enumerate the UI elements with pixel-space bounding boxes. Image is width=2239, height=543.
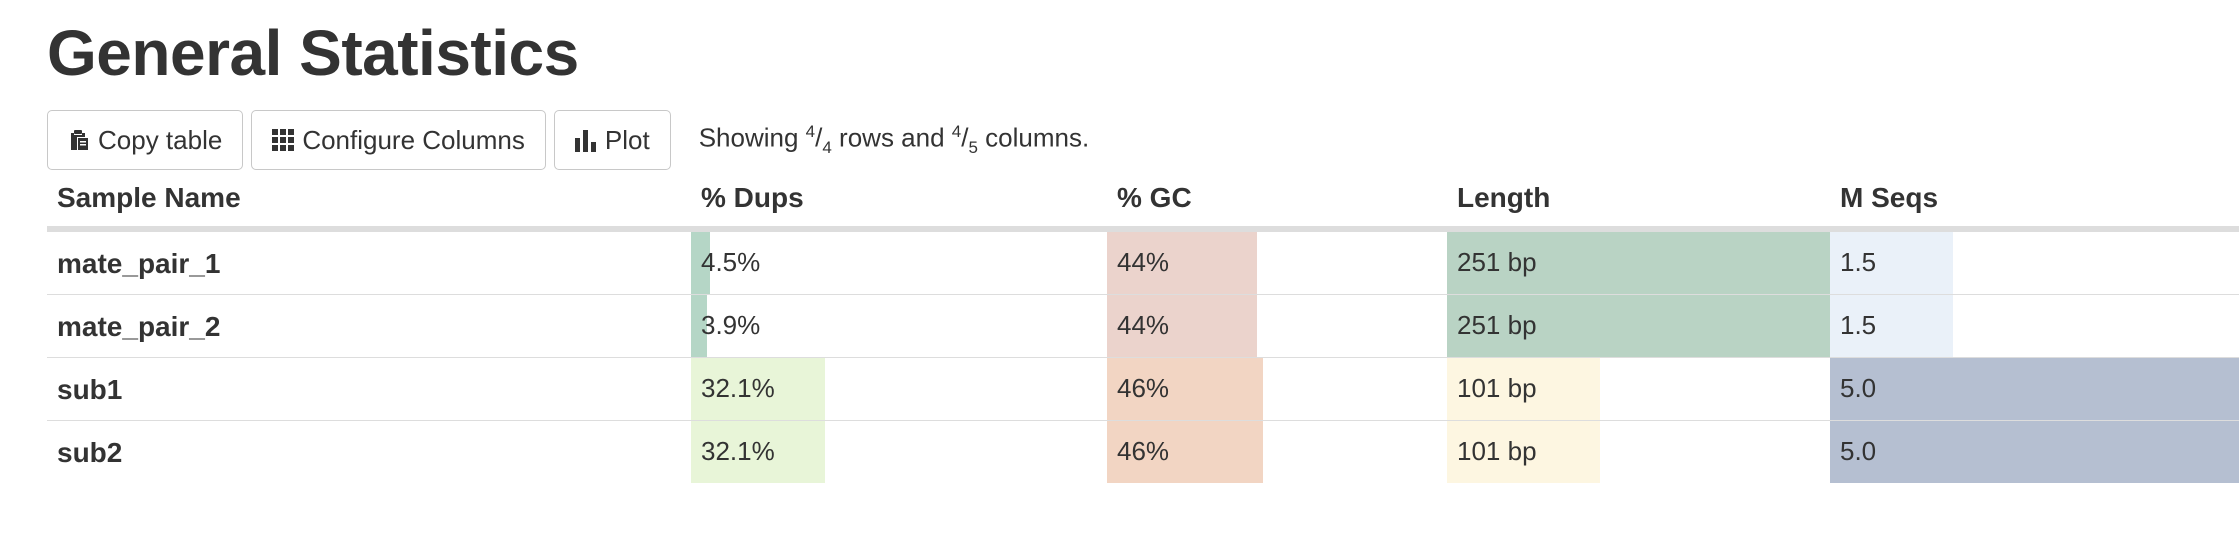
gc-bar xyxy=(1107,421,1264,483)
length-bar xyxy=(1447,358,1601,420)
table-row: mate_pair_1 4.5% 44% 251 bp 1.5 xyxy=(47,232,2239,295)
header-length[interactable]: Length xyxy=(1457,182,1551,213)
sample-name-cell: sub1 xyxy=(57,374,123,405)
rows-total: 4 xyxy=(822,137,832,157)
copy-table-label: Copy table xyxy=(98,124,223,155)
header-mseqs[interactable]: M Seqs xyxy=(1840,182,1939,213)
length-bar xyxy=(1447,295,1830,357)
page-title: General Statistics xyxy=(47,17,579,89)
general-stats-table: Sample Name % Dups % GC Length M Seqs ma… xyxy=(47,174,2239,483)
gc-bar xyxy=(1107,295,1257,357)
sample-name-cell: mate_pair_1 xyxy=(57,248,221,279)
bar-chart-icon xyxy=(574,130,596,152)
dups-cell: 3.9% xyxy=(691,295,1107,357)
length-cell: 101 bp xyxy=(1447,358,1830,420)
rows-shown: 4 xyxy=(805,122,816,142)
configure-columns-button[interactable]: Configure Columns xyxy=(251,110,546,170)
sample-name-cell: mate_pair_2 xyxy=(57,311,221,342)
header-sample-name[interactable]: Sample Name xyxy=(57,182,241,213)
plot-button[interactable]: Plot xyxy=(553,110,671,170)
cols-shown: 4 xyxy=(951,122,962,142)
mseqs-cell: 5.0 xyxy=(1830,421,2239,483)
mseqs-cell: 1.5 xyxy=(1830,295,2239,357)
length-cell: 251 bp xyxy=(1447,295,1830,357)
dups-cell: 32.1% xyxy=(691,421,1107,483)
length-bar xyxy=(1447,421,1601,483)
dups-cell: 4.5% xyxy=(691,232,1107,294)
mseqs-cell: 5.0 xyxy=(1830,358,2239,420)
showing-count-text: Showing 4/4 rows and 4/5 columns. xyxy=(698,122,1090,157)
grid-icon xyxy=(272,129,295,151)
mseqs-cell: 1.5 xyxy=(1830,232,2239,294)
mseqs-bar xyxy=(1830,232,1953,294)
table-row: sub2 32.1% 46% 101 bp 5.0 xyxy=(47,421,2239,483)
plot-label: Plot xyxy=(604,124,650,155)
mseqs-bar xyxy=(1830,358,2239,420)
length-cell: 251 bp xyxy=(1447,232,1830,294)
header-gc[interactable]: % GC xyxy=(1117,182,1192,213)
gc-cell: 44% xyxy=(1107,232,1447,294)
dups-cell: 32.1% xyxy=(691,358,1107,420)
table-row: sub1 32.1% 46% 101 bp 5.0 xyxy=(47,358,2239,421)
length-cell: 101 bp xyxy=(1447,421,1830,483)
clipboard-icon xyxy=(71,130,88,150)
cols-total: 5 xyxy=(968,137,978,157)
length-bar xyxy=(1447,232,1830,294)
mseqs-bar xyxy=(1830,421,2239,483)
gc-bar xyxy=(1107,358,1264,420)
gc-cell: 46% xyxy=(1107,421,1447,483)
sample-name-cell: sub2 xyxy=(57,437,123,468)
dups-bar xyxy=(691,232,710,294)
dups-bar xyxy=(691,358,825,420)
header-dups[interactable]: % Dups xyxy=(701,182,804,213)
gc-bar xyxy=(1107,232,1257,294)
table-header: Sample Name % Dups % GC Length M Seqs xyxy=(47,174,2239,232)
configure-columns-label: Configure Columns xyxy=(302,124,525,155)
table-toolbar: Copy table Configure Columns Plot Showin… xyxy=(47,110,1089,170)
table-row: mate_pair_2 3.9% 44% 251 bp 1.5 xyxy=(47,295,2239,358)
dups-bar xyxy=(691,295,708,357)
dups-bar xyxy=(691,421,825,483)
mseqs-bar xyxy=(1830,295,1953,357)
copy-table-button[interactable]: Copy table xyxy=(47,110,244,170)
gc-cell: 46% xyxy=(1107,358,1447,420)
gc-cell: 44% xyxy=(1107,295,1447,357)
